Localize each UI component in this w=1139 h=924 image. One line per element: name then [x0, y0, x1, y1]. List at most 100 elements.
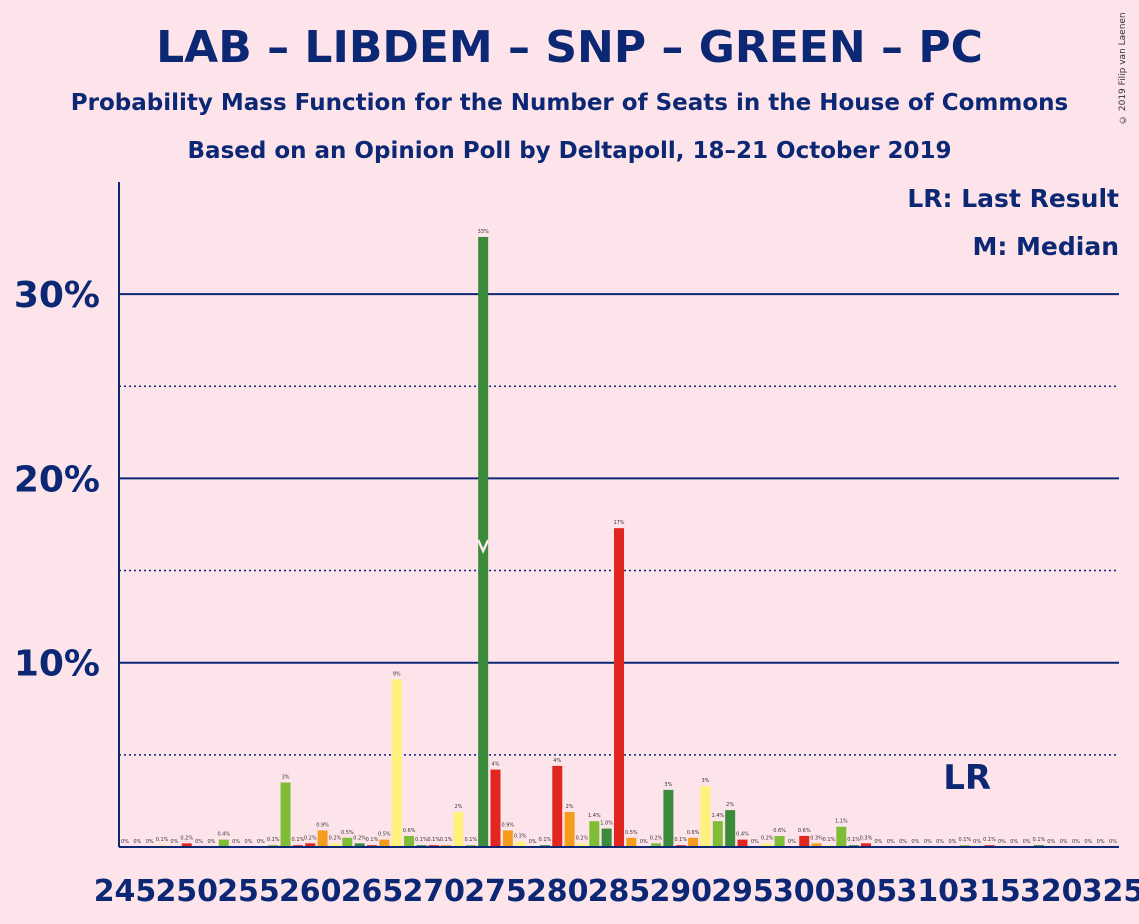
bar-value-label: 0.1%	[440, 837, 453, 843]
y-tick-label: 10%	[14, 644, 100, 685]
x-tick-label: 290	[649, 874, 712, 909]
bar-seat-267	[391, 679, 402, 847]
bar-value-label: 2%	[726, 802, 734, 808]
bar-value-label: 0%	[170, 839, 178, 845]
bar-value-label: 2%	[566, 804, 574, 810]
bar-value-label: 0.2%	[329, 835, 342, 841]
bar-value-label: 0%	[1109, 839, 1117, 845]
bar-seat-280	[552, 765, 563, 847]
bar-value-label: 0%	[529, 839, 537, 845]
bar-value-label: 0.2%	[353, 835, 366, 841]
bar-seat-277	[515, 841, 526, 847]
bar-value-label: 0%	[924, 839, 932, 845]
y-tick-labels: 10% 20% 30%	[14, 275, 100, 685]
bar-seat-288	[651, 843, 662, 847]
bar-seat-284	[601, 828, 612, 847]
bar-seat-261	[317, 830, 328, 847]
bar-seat-272	[453, 811, 464, 847]
x-tick-label: 305	[835, 874, 898, 909]
bar-value-label: 17%	[613, 520, 624, 526]
x-tick-label: 320	[1020, 874, 1083, 909]
markers-group: LR	[477, 539, 991, 798]
bar-value-label: 0%	[257, 839, 265, 845]
bar-value-label: 3%	[282, 774, 290, 780]
bar-value-label: 0%	[936, 839, 944, 845]
bar-seat-298	[774, 835, 785, 847]
bar-seat-276	[502, 830, 513, 847]
bar-value-label: 1.0%	[600, 821, 613, 827]
bar-value-label: 0%	[1010, 839, 1018, 845]
bar-value-label: 0%	[788, 839, 796, 845]
bar-seat-281	[564, 811, 575, 847]
x-tick-label: 310	[896, 874, 959, 909]
x-tick-label: 295	[711, 874, 774, 909]
bar-value-label: 0.1%	[847, 837, 860, 843]
bar-value-label: 0%	[1097, 839, 1105, 845]
bar-value-label: 0%	[973, 839, 981, 845]
axes-group	[118, 182, 1119, 848]
y-tick-label: 20%	[14, 459, 100, 500]
bar-value-label: 0.4%	[736, 832, 749, 838]
bar-seat-266	[379, 839, 390, 847]
bar-value-label: 0.6%	[798, 828, 811, 834]
bar-value-label: 0.1%	[156, 837, 169, 843]
bar-value-label: 1.4%	[711, 813, 724, 819]
bar-value-label: 0.6%	[403, 828, 416, 834]
bar-value-label: 0%	[948, 839, 956, 845]
bar-seat-289	[663, 789, 674, 847]
bar-value-label: 0%	[874, 839, 882, 845]
bar-value-label: 0%	[640, 839, 648, 845]
x-tick-label: 250	[155, 874, 218, 909]
bar-seat-286	[626, 837, 637, 847]
bar-value-label: 0.9%	[316, 822, 329, 828]
bar-value-label: 0.1%	[823, 837, 836, 843]
bar-value-label: 0.1%	[415, 837, 428, 843]
bar-seat-268	[404, 835, 415, 847]
bar-seat-301	[811, 843, 822, 847]
bar-value-label: 0.9%	[501, 822, 514, 828]
bar-value-label: 0%	[232, 839, 240, 845]
bar-value-label: 0.1%	[983, 837, 996, 843]
bar-seat-250	[181, 843, 192, 847]
bar-value-label: 0.2%	[650, 835, 663, 841]
bar-value-label: 0.2%	[180, 835, 193, 841]
bar-value-label: 0.4%	[217, 832, 230, 838]
bar-seat-295	[737, 839, 748, 847]
bar-value-label: 0.1%	[539, 837, 552, 843]
x-tick-label: 315	[958, 874, 1021, 909]
bar-labels-group: 0% 0% 0% 0.1% 0%0.2%0% 0%0.4%0% 0% 0% 0.1%3%0.1%…	[121, 229, 1117, 845]
bar-value-label: 0%	[899, 839, 907, 845]
bar-value-label: 0.1%	[427, 837, 440, 843]
bar-value-label: 2%	[454, 804, 462, 810]
bar-value-label: 0%	[1072, 839, 1080, 845]
bar-value-label: 3%	[701, 778, 709, 784]
bar-value-label: 0%	[195, 839, 203, 845]
bar-value-label: 0.2%	[761, 835, 774, 841]
last-result-marker: LR	[943, 758, 991, 798]
bar-seat-294	[725, 810, 736, 847]
bar-value-label: 3%	[664, 782, 672, 788]
bar-value-label: 9%	[393, 671, 401, 677]
x-tick-labels: 245 250 255 260 265 270 275 280 285 290 295 300 305 3…	[94, 874, 1139, 909]
y-tick-label: 30%	[14, 275, 100, 316]
chart-subtitle: Probability Mass Function for the Number…	[70, 90, 1069, 116]
bar-seat-282	[576, 843, 587, 847]
x-tick-label: 265	[341, 874, 404, 909]
chart-source-line: Based on an Opinion Poll by Deltapoll, 1…	[187, 138, 952, 164]
bar-value-label: 0%	[207, 839, 215, 845]
bar-value-label: 0.1%	[958, 837, 971, 843]
bar-value-label: 0%	[133, 839, 141, 845]
bar-value-label: 0.1%	[464, 837, 477, 843]
bar-seat-292	[700, 786, 711, 847]
x-tick-label: 260	[279, 874, 342, 909]
bar-seat-291	[688, 837, 699, 847]
bar-seat-263	[342, 837, 353, 847]
bar-seat-274	[478, 236, 489, 848]
bar-value-label: 0.3%	[810, 835, 823, 841]
median-marker	[477, 539, 490, 555]
legend-last-result: LR: Last Result	[907, 184, 1119, 213]
bar-value-label: 4%	[553, 758, 561, 764]
bar-seat-258	[280, 782, 291, 847]
bar-value-label: 0.1%	[267, 837, 280, 843]
